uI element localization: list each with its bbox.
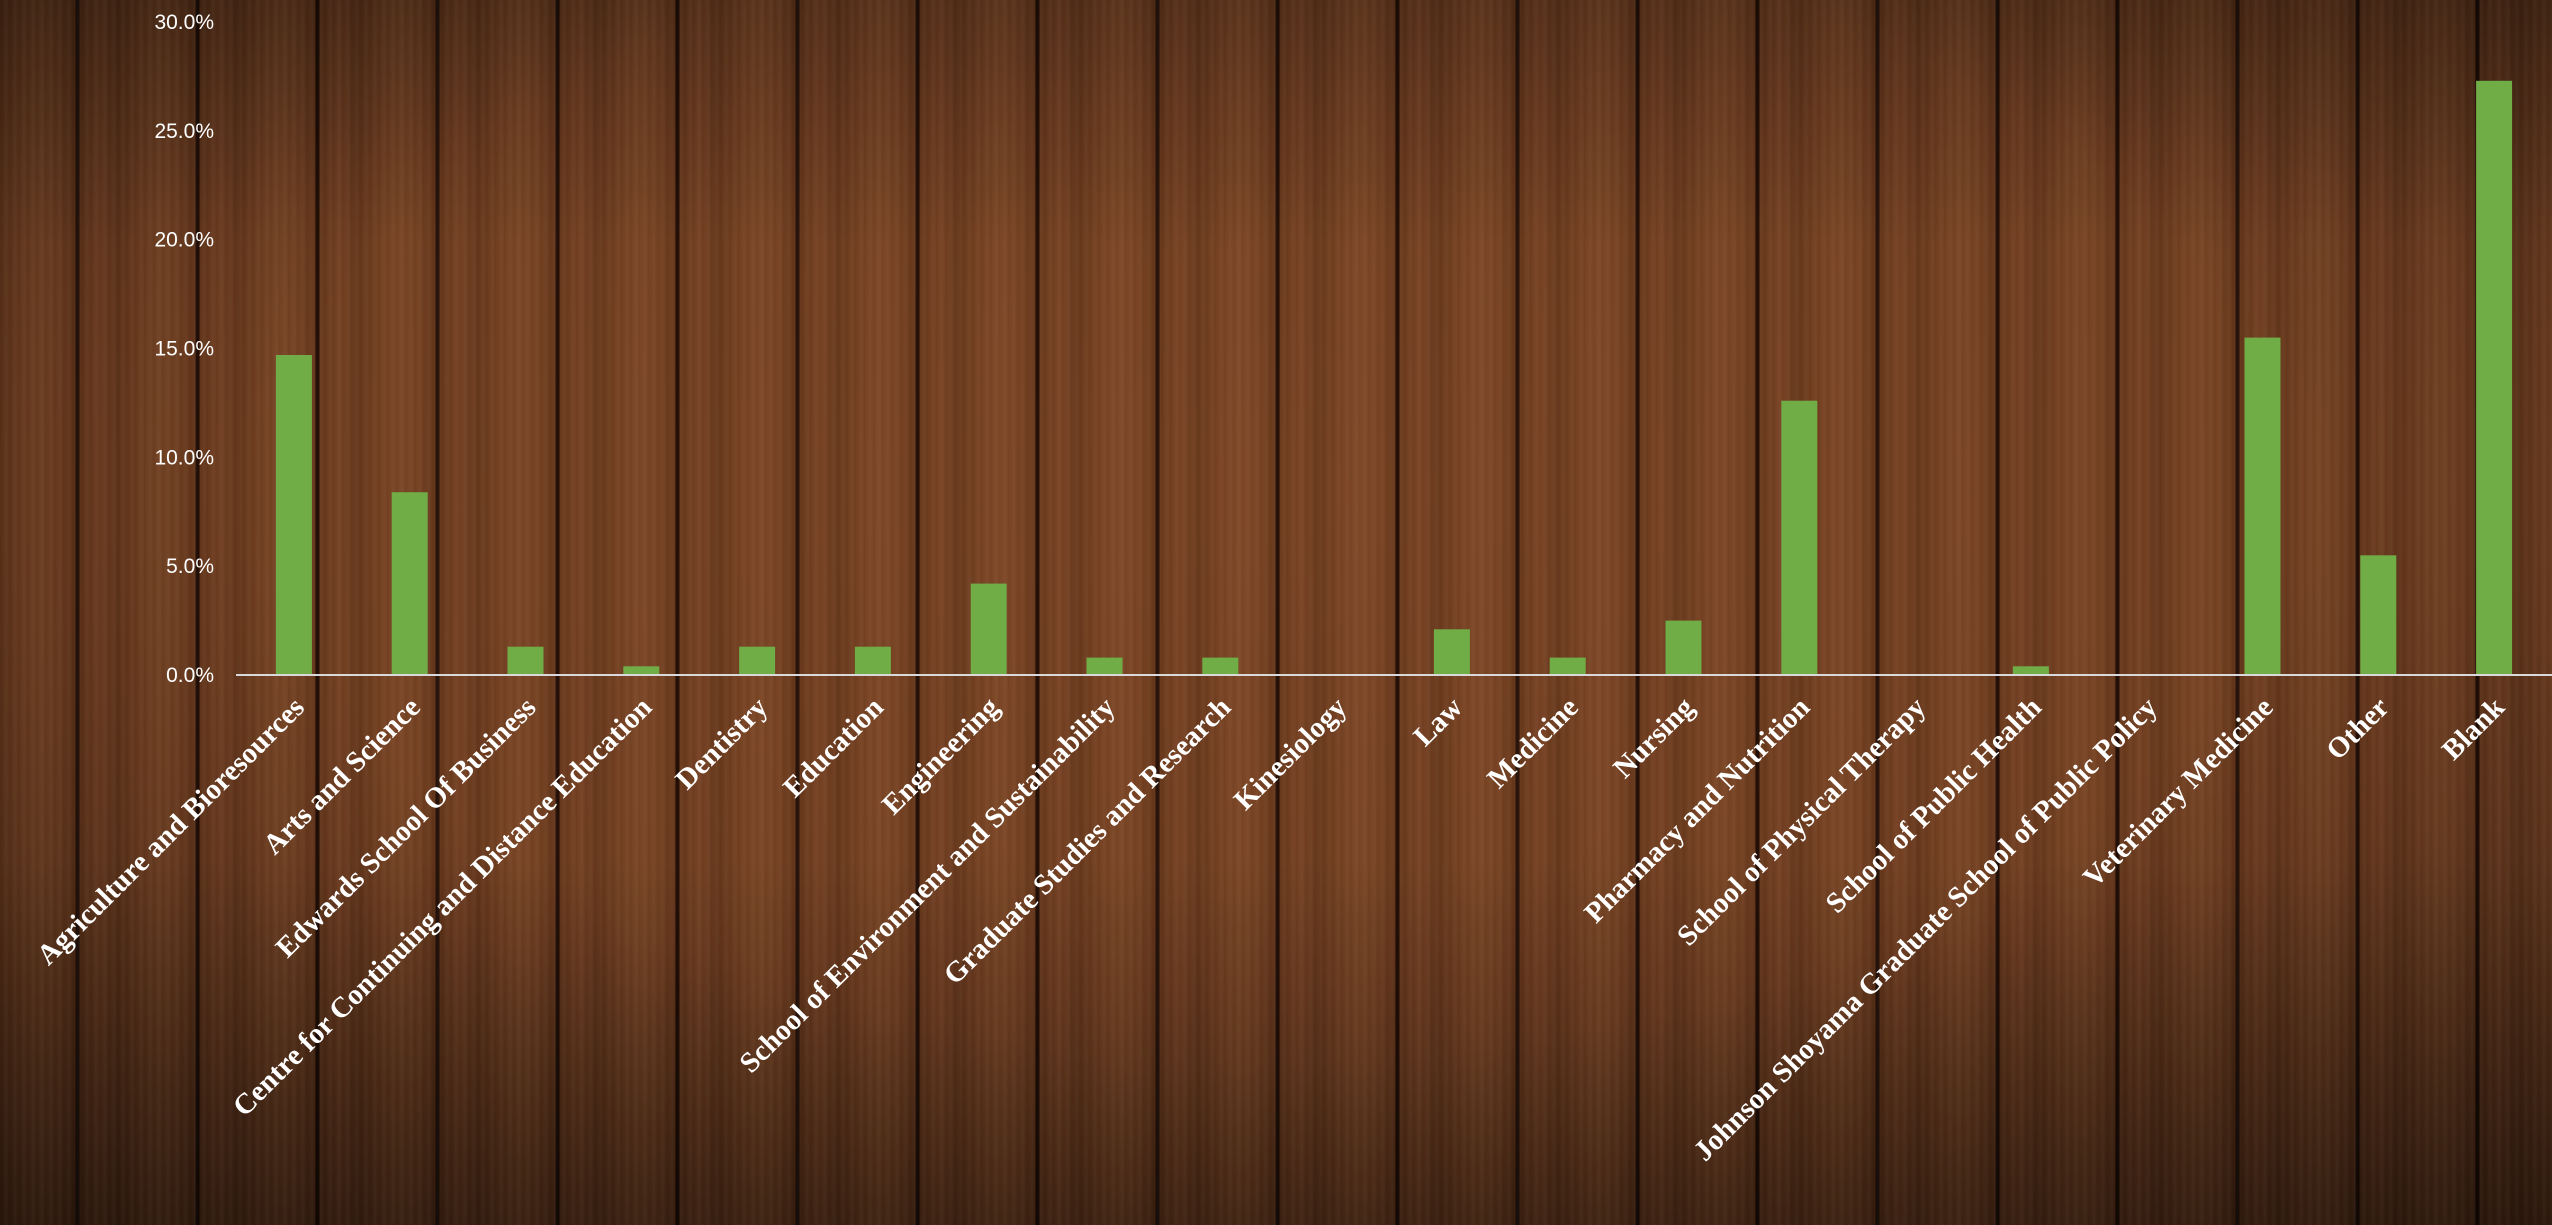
x-tick-label: Kinesiology bbox=[1228, 691, 1354, 817]
x-tick-label: School of Physical Therapy bbox=[1671, 691, 1932, 952]
y-tick-label: 30.0% bbox=[154, 11, 214, 34]
y-tick-label: 20.0% bbox=[154, 229, 214, 252]
bar bbox=[2244, 337, 2281, 675]
x-tick-label: Dentistry bbox=[669, 691, 774, 796]
y-axis: 0.0% 5.0% 10.0% 15.0% 20.0% 25.0% 30.0% bbox=[154, 11, 214, 687]
bar bbox=[1549, 657, 1586, 675]
y-tick-label: 25.0% bbox=[154, 120, 214, 143]
x-tick-label: Education bbox=[777, 691, 890, 804]
bar bbox=[1781, 400, 1818, 675]
bar bbox=[2012, 666, 2049, 675]
x-tick-label: Law bbox=[1407, 691, 1468, 752]
bar bbox=[739, 646, 776, 675]
bar bbox=[854, 646, 891, 675]
x-tick-label: Engineering bbox=[876, 691, 1006, 821]
x-tick-label: Pharmacy and Nutrition bbox=[1578, 691, 1816, 929]
x-tick-label: Medicine bbox=[1481, 691, 1585, 795]
bar bbox=[2360, 555, 2397, 675]
y-tick-label: 5.0% bbox=[166, 555, 214, 578]
x-tick-label: Nursing bbox=[1607, 691, 1701, 785]
bar-series bbox=[275, 80, 2513, 676]
bar bbox=[623, 666, 660, 675]
x-tick-label: Other bbox=[2320, 691, 2395, 766]
bar bbox=[275, 355, 312, 675]
y-tick-label: 0.0% bbox=[166, 664, 214, 687]
bar bbox=[1086, 657, 1123, 675]
bar bbox=[1202, 657, 1239, 675]
bar bbox=[1665, 620, 1702, 675]
y-tick-label: 10.0% bbox=[154, 446, 214, 469]
x-tick-label: Veterinary Medicine bbox=[2077, 691, 2279, 893]
x-tick-label: Blank bbox=[2436, 691, 2512, 767]
bar bbox=[391, 492, 428, 675]
x-tick-label: School of Public Health bbox=[1820, 691, 2048, 919]
bar bbox=[1433, 629, 1470, 675]
bar bbox=[970, 583, 1007, 675]
x-tick-label: Centre for Continuing and Distance Educa… bbox=[227, 691, 658, 1122]
bar bbox=[507, 646, 544, 675]
y-tick-label: 15.0% bbox=[154, 338, 214, 361]
bar bbox=[2476, 80, 2513, 676]
